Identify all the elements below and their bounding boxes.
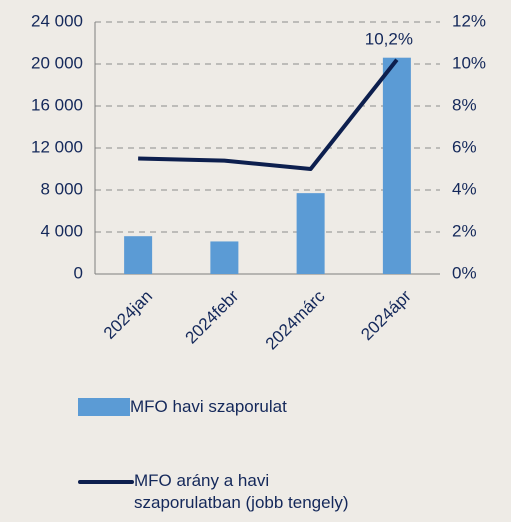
chart: 0 4 000 8 000 12 000 16 000 20 000 24 000 0% 2% 4… [31, 11, 486, 353]
bar [296, 193, 325, 274]
y2-tick-label: 10% [452, 53, 486, 72]
y-tick-label: 0 [74, 263, 83, 282]
bar [124, 236, 153, 274]
legend-item: MFO arány a havi szaporulatban (jobb ten… [78, 470, 366, 514]
x-tick-label: 2024márc [262, 286, 329, 353]
bar [382, 57, 411, 275]
y2-tick-label: 12% [452, 11, 486, 30]
y2-tick-label: 2% [452, 221, 477, 240]
legend-label: MFO arány a havi szaporulatban (jobb ten… [134, 471, 349, 512]
y-tick-label: 12 000 [31, 137, 83, 156]
legend-item: MFO havi szaporulat [78, 396, 362, 418]
y-tick-label: 20 000 [31, 53, 83, 72]
y-tick-label: 16 000 [31, 95, 83, 114]
legend-swatch [78, 480, 134, 484]
legend-swatch [78, 398, 130, 416]
legend-label: MFO havi szaporulat [130, 397, 287, 416]
line [138, 58, 399, 171]
y2-tick-label: 8% [452, 95, 477, 114]
y2-tick-label: 6% [452, 137, 477, 156]
y2-tick-label: 0% [452, 263, 477, 282]
x-tick-label: 2024jan [100, 287, 156, 343]
bar [210, 241, 239, 274]
y-tick-label: 8 000 [40, 179, 83, 198]
x-tick-label: 2024febr [181, 286, 242, 347]
data-label: 10,2% [365, 29, 413, 48]
y2-tick-label: 4% [452, 179, 477, 198]
y-tick-label: 4 000 [40, 221, 83, 240]
y-tick-label: 24 000 [31, 11, 83, 30]
x-tick-label: 2024ápr [357, 286, 415, 344]
